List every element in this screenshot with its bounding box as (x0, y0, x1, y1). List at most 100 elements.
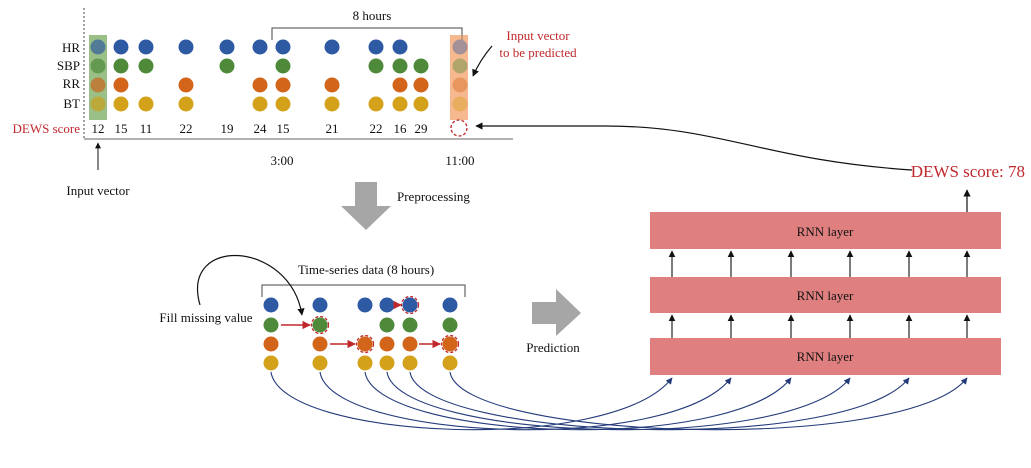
input-vector-label: Input vector (66, 183, 130, 198)
vital-dot (138, 58, 154, 74)
predict-vector-tint (450, 35, 468, 120)
rnn-layer-middle-label: RNN layer (797, 288, 854, 303)
rnn-stack: RNN layer RNN layer RNN layer DEWS score… (475, 122, 1025, 375)
vital-dot (138, 96, 154, 112)
vital-dot (368, 39, 384, 55)
input-curve (319, 371, 732, 431)
vital-dot (178, 77, 194, 93)
vital-dot (452, 77, 468, 93)
rnn-layer-top (650, 212, 1001, 249)
vital-dot (252, 96, 268, 112)
vital-dot (413, 58, 429, 74)
feedback-arrow (475, 122, 913, 171)
timeseries-dot (402, 355, 418, 371)
vital-dot (413, 96, 429, 112)
vital-dot (392, 96, 408, 112)
time-label-11: 11:00 (445, 153, 474, 168)
vital-dot (368, 96, 384, 112)
timeseries-dot (312, 355, 328, 371)
timeseries-dots (263, 295, 460, 371)
timeseries-dot (379, 317, 395, 333)
vital-dot (90, 58, 106, 74)
vital-dot (275, 77, 291, 93)
input-curve (270, 371, 673, 431)
input-curve (409, 371, 910, 431)
rnn-layer-middle (650, 277, 1001, 313)
vital-dot (138, 39, 154, 55)
timeseries-dot (312, 336, 328, 352)
vital-dot (90, 77, 106, 93)
vital-dot (452, 39, 468, 55)
eight-hours-label: 8 hours (353, 8, 392, 23)
input-curve (449, 371, 968, 431)
dews-score-value: 15 (277, 121, 290, 136)
vital-dot (324, 77, 340, 93)
vital-dot (219, 39, 235, 55)
vital-dot (392, 77, 408, 93)
raw-data-panel: HR SBP RR BT DEWS score 8 hours 12 15 11 22… (12, 8, 577, 198)
vital-dot (324, 96, 340, 112)
vital-dot (178, 96, 194, 112)
input-vector-tint (89, 35, 107, 120)
rnn-layer-bottom-label: RNN layer (797, 349, 854, 364)
dews-score-value: 16 (394, 121, 408, 136)
vital-dot (219, 58, 235, 74)
filled-value-marker (310, 315, 330, 335)
timeseries-dot (442, 355, 458, 371)
raw-dots (89, 35, 468, 120)
vital-dot (90, 39, 106, 55)
dews-score-value: 15 (115, 121, 128, 136)
timeseries-dot (357, 336, 373, 352)
dews-score-value: 19 (221, 121, 234, 136)
vital-dot (324, 39, 340, 55)
eight-hours-bracket (271, 27, 463, 40)
dews-score-value: 22 (370, 121, 383, 136)
prediction-label: Prediction (526, 340, 580, 355)
vital-dot (275, 39, 291, 55)
timeseries-bracket (261, 284, 466, 297)
vital-dot (113, 58, 129, 74)
row-label-hr: HR (62, 40, 80, 55)
predict-vector-label-line1: Input vector (506, 28, 570, 43)
preprocessing-step: Preprocessing (341, 182, 470, 230)
timeseries-label: Time-series data (8 hours) (298, 262, 434, 277)
vital-dot (113, 96, 129, 112)
prediction-step: Prediction (526, 289, 581, 355)
dews-score-value: 24 (254, 121, 268, 136)
timeseries-dot (263, 355, 279, 371)
dews-score-value: 11 (140, 121, 153, 136)
rnn-connection-arrows (668, 250, 971, 338)
fill-missing-label: Fill missing value (159, 310, 252, 325)
vital-dot (392, 58, 408, 74)
row-label-bt: BT (63, 96, 80, 111)
vital-dot (90, 96, 106, 112)
prediction-arrow (532, 289, 581, 336)
filled-value-marker (355, 334, 375, 354)
timeseries-dot (263, 336, 279, 352)
vital-dot (368, 58, 384, 74)
vital-dot (178, 39, 194, 55)
rnn-layer-top-label: RNN layer (797, 224, 854, 239)
timeseries-dot (357, 297, 373, 313)
preprocessing-arrow (341, 182, 391, 230)
preprocessing-label: Preprocessing (397, 189, 470, 204)
vital-dot (452, 96, 468, 112)
timeseries-dot (379, 336, 395, 352)
row-label-sbp: SBP (57, 58, 80, 73)
dews-score-value: 22 (180, 121, 193, 136)
timeseries-dot (402, 297, 418, 313)
vital-dot (113, 39, 129, 55)
timeseries-dot (379, 297, 395, 313)
predict-vector-label-line2: to be predicted (499, 45, 577, 60)
dews-score-row-label: DEWS score (12, 121, 80, 136)
vital-dot (275, 96, 291, 112)
predicted-score-placeholder (450, 119, 468, 137)
filled-value-marker (440, 334, 460, 354)
timeseries-panel: Time-series data (8 hours) Fill missing … (159, 254, 466, 371)
vital-dot (252, 77, 268, 93)
timeseries-dot (402, 317, 418, 333)
timeseries-dot (357, 355, 373, 371)
input-curve (386, 371, 851, 431)
predict-vector-arrow (472, 45, 493, 77)
